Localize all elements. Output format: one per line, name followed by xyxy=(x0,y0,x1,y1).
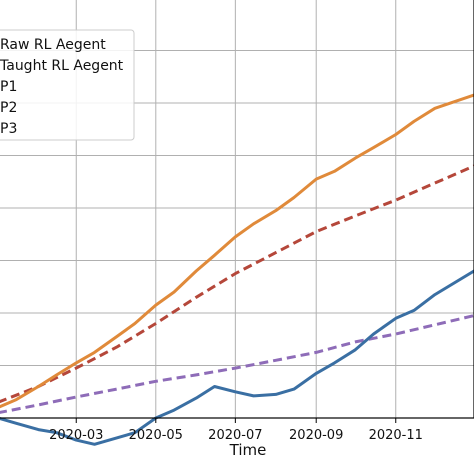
x-tick-label: 2020-05 xyxy=(129,428,183,443)
legend-entry: P2 xyxy=(0,100,17,116)
series-line-0 xyxy=(0,93,474,409)
plot-frame xyxy=(0,0,474,419)
x-tick-label: 2020-09 xyxy=(289,428,343,443)
series-line-3 xyxy=(0,314,474,414)
x-tick-label: 2020-03 xyxy=(49,428,103,443)
legend: Raw RL Aegent Taught RL Aegent P1 P2 P3 xyxy=(0,29,135,141)
x-axis-ticks: 2020-03 2020-05 2020-07 2020-09 2020-11 xyxy=(49,418,423,443)
legend-box xyxy=(0,29,135,141)
x-tick-label: 2020-07 xyxy=(208,428,262,443)
legend-entry: P3 xyxy=(0,121,17,137)
legend-entry: Raw RL Aegent xyxy=(0,37,106,53)
legend-entry: P1 xyxy=(0,79,17,95)
x-tick-label: 2020-11 xyxy=(369,428,423,443)
series-line-1 xyxy=(0,269,474,446)
series-layer xyxy=(0,93,474,446)
series-line-2 xyxy=(0,164,474,404)
x-axis-label: Time xyxy=(229,441,267,459)
legend-entry: Taught RL Aegent xyxy=(0,58,124,74)
